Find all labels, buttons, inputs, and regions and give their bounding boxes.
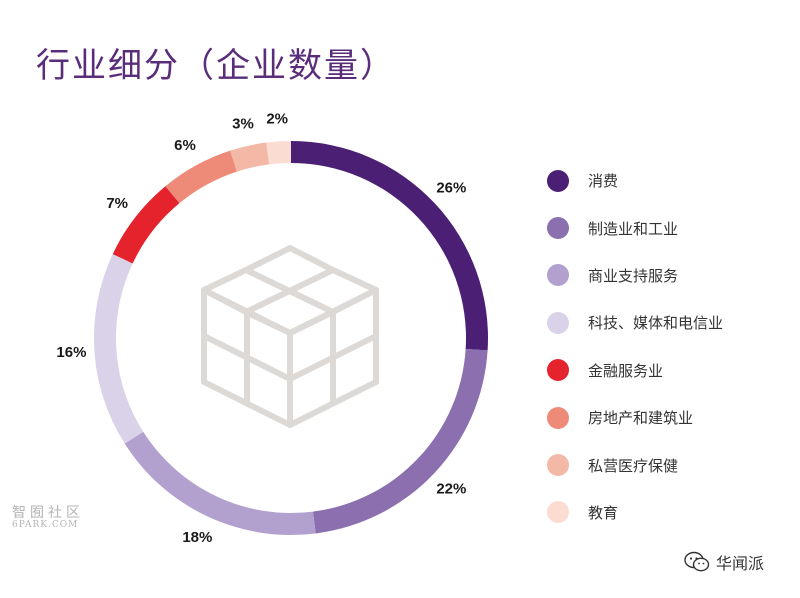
percent-label-3: 16%: [56, 344, 86, 361]
brand: 华闻派: [684, 550, 764, 574]
legend-swatch: [547, 501, 569, 524]
percent-labels: 26% 22% 18% 16% 7% 6% 3% 2%: [56, 110, 466, 546]
percent-label-7: 2%: [266, 110, 288, 127]
legend-swatch: [547, 169, 569, 192]
legend-item-4: 金融服务业: [547, 347, 723, 394]
legend-item-0: 消费: [547, 157, 723, 204]
donut-segment-3: [93, 254, 144, 444]
legend-item-5: 房地产和建筑业: [547, 394, 723, 441]
donut-segment-1: [312, 348, 488, 534]
wechat-icon: [684, 551, 710, 572]
watermark-cn: 智囿社区: [12, 505, 84, 521]
legend-swatch: [547, 264, 569, 287]
chart-title: 行业细分（企业数量）: [36, 46, 396, 86]
legend-label: 商业支持服务: [588, 266, 679, 285]
donut-segment-4: [112, 186, 180, 264]
legend-label: 房地产和建筑业: [588, 409, 694, 428]
legend-label: 消费: [588, 172, 619, 191]
legend-label: 教育: [588, 503, 619, 522]
watermark-en: 6PARK.COM: [12, 520, 79, 531]
donut-segment-2: [124, 431, 316, 536]
donut-segment-6: [230, 142, 270, 172]
legend-swatch: [547, 217, 569, 240]
donut-ring: [93, 141, 488, 536]
percent-label-2: 18%: [182, 529, 212, 546]
legend-item-2: 商业支持服务: [547, 252, 723, 299]
donut-segment-5: [165, 150, 237, 204]
legend-label: 金融服务业: [588, 361, 664, 380]
donut-segment-0: [291, 141, 488, 351]
legend-item-7: 教育: [547, 489, 723, 536]
legend-label: 制造业和工业: [588, 219, 679, 238]
percent-label-4: 7%: [106, 195, 128, 212]
legend-swatch: [547, 311, 569, 334]
percent-label-5: 6%: [174, 137, 196, 154]
donut-segment-7: [266, 141, 291, 165]
percent-label-1: 22%: [436, 481, 466, 498]
legend-item-1: 制造业和工业: [547, 204, 723, 251]
legend-swatch: [547, 406, 569, 429]
legend-swatch: [547, 359, 569, 382]
cube-icon: [201, 245, 379, 428]
legend-label: 科技、媒体和电信业: [588, 314, 724, 333]
percent-label-0: 26%: [436, 179, 466, 196]
legend: 消费制造业和工业 商业支持服务科技、媒体和电信业 金融服务业房地产和建筑业 私营医疗保…: [547, 157, 723, 536]
legend-item-6: 私营医疗保健: [547, 441, 723, 488]
percent-label-6: 3%: [232, 115, 254, 132]
brand-name: 华闻派: [716, 554, 765, 573]
legend-label: 私营医疗保健: [588, 456, 679, 475]
legend-swatch: [547, 454, 569, 477]
legend-item-3: 科技、媒体和电信业: [547, 299, 723, 346]
watermark: 智囿社区 6PARK.COM: [12, 505, 92, 531]
